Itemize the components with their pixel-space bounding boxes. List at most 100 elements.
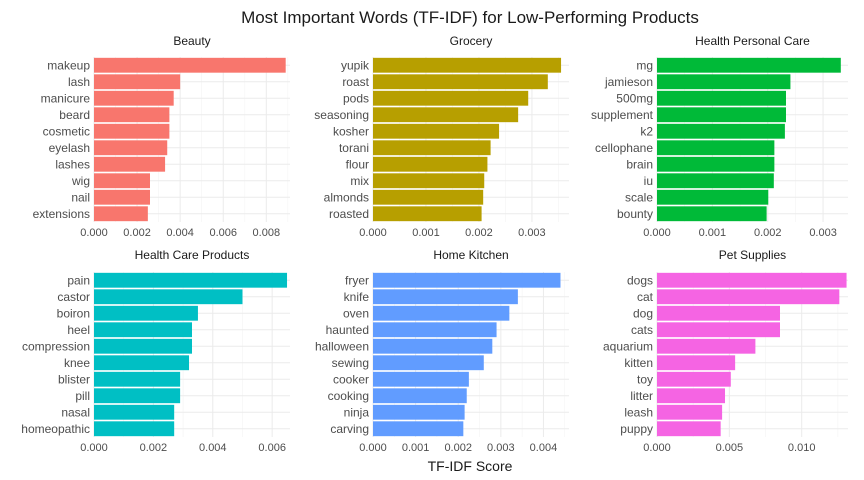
facet-panel: 0.000 0.005 0.010 Pet Supplies dogs cat dog cat… <box>603 248 848 454</box>
bar <box>373 74 548 90</box>
x-tick-label: 0.005 <box>716 442 744 454</box>
y-tick-label: litter <box>630 389 653 403</box>
bar <box>373 371 469 387</box>
y-tick-label: dog <box>633 306 653 320</box>
y-tick-label: iu <box>644 174 653 188</box>
bar <box>373 421 464 437</box>
x-tick-label: 0.008 <box>253 227 281 239</box>
bar <box>657 338 756 354</box>
bar <box>373 57 562 73</box>
y-tick-label: pill <box>75 389 90 403</box>
bar <box>657 90 786 106</box>
y-tick-label: oven <box>343 306 369 320</box>
y-tick-label: halloween <box>315 339 369 353</box>
bar <box>657 189 769 205</box>
y-tick-label: homeopathic <box>21 422 90 436</box>
y-tick-label: roast <box>342 75 369 89</box>
bar <box>94 74 181 90</box>
x-tick-label: 0.002 <box>754 227 782 239</box>
x-tick-label: 0.001 <box>412 227 440 239</box>
bar <box>657 322 780 338</box>
x-tick-label: 0.000 <box>359 227 387 239</box>
y-tick-label: eyelash <box>49 141 90 155</box>
bar <box>373 90 529 106</box>
x-tick-label: 0.010 <box>788 442 816 454</box>
bar <box>94 371 181 387</box>
x-tick-label: 0.004 <box>199 442 227 454</box>
bar <box>657 388 726 404</box>
y-tick-label: supplement <box>591 108 654 122</box>
bar <box>94 322 192 338</box>
bar <box>94 305 198 321</box>
x-tick-label: 0.003 <box>518 227 546 239</box>
bar <box>94 189 150 205</box>
y-tick-label: cooking <box>328 389 369 403</box>
y-tick-label: ninja <box>344 405 370 419</box>
facet-strip-label: Pet Supplies <box>719 248 786 262</box>
bar <box>94 173 150 189</box>
y-tick-label: seasoning <box>314 108 369 122</box>
x-tick-label: 0.000 <box>80 227 108 239</box>
bar <box>94 123 170 139</box>
bar <box>94 57 286 73</box>
facet-panels: 0.000 0.002 0.004 0.006 0.008 Beauty makeup las… <box>21 34 848 454</box>
y-tick-label: nasal <box>61 405 90 419</box>
bar <box>94 206 148 222</box>
y-tick-label: k2 <box>640 124 653 138</box>
y-tick-label: extensions <box>33 207 90 221</box>
y-tick-label: mg <box>636 58 653 72</box>
bar <box>94 156 166 172</box>
bar <box>94 107 170 123</box>
y-tick-label: kitten <box>624 356 653 370</box>
bar <box>657 173 774 189</box>
x-axis-label: TF-IDF Score <box>428 458 513 474</box>
bar <box>373 322 497 338</box>
y-tick-label: scale <box>625 190 653 204</box>
chart-title: Most Important Words (TF-IDF) for Low-Pe… <box>241 8 699 27</box>
y-tick-label: boiron <box>57 306 90 320</box>
x-tick-label: 0.002 <box>123 227 151 239</box>
bar <box>94 272 288 288</box>
y-tick-label: bounty <box>617 207 653 221</box>
bar <box>94 388 181 404</box>
y-tick-label: flour <box>346 157 369 171</box>
bar <box>657 421 721 437</box>
y-tick-label: manicure <box>41 91 91 105</box>
y-tick-label: beard <box>59 108 90 122</box>
x-tick-label: 0.004 <box>166 227 194 239</box>
bar <box>373 156 488 172</box>
facet-strip-label: Home Kitchen <box>433 248 508 262</box>
facet-strip-label: Beauty <box>173 34 210 48</box>
bar <box>94 338 192 354</box>
bar <box>657 371 731 387</box>
y-tick-label: haunted <box>326 323 369 337</box>
y-tick-label: cat <box>637 290 654 304</box>
y-tick-label: lashes <box>55 157 90 171</box>
facet-strip-label: Grocery <box>450 34 493 48</box>
y-tick-label: roasted <box>329 207 369 221</box>
facet-panel: 0.000 0.002 0.004 0.006 0.008 Beauty makeup las… <box>33 34 290 239</box>
bar <box>94 289 243 305</box>
y-tick-label: compression <box>22 339 90 353</box>
x-tick-label: 0.002 <box>140 442 168 454</box>
bar <box>657 289 840 305</box>
y-tick-label: toy <box>637 372 653 386</box>
bar <box>657 206 767 222</box>
y-tick-label: wig <box>71 174 90 188</box>
y-tick-label: leash <box>624 405 653 419</box>
facet-panel: 0.000 0.001 0.002 0.003 Grocery yupik roast pod… <box>314 34 569 239</box>
bar <box>373 289 518 305</box>
bar <box>657 156 775 172</box>
bar <box>373 404 465 420</box>
y-tick-label: pain <box>67 273 90 287</box>
facet-panel: 0.000 0.001 0.002 0.003 Health Personal Care… <box>591 34 848 239</box>
facet-panel: 0.000 0.001 0.002 0.003 0.004 Home Kitchen fry… <box>315 248 569 454</box>
x-tick-label: 0.000 <box>359 442 387 454</box>
x-tick-label: 0.000 <box>643 442 671 454</box>
bar <box>657 355 736 371</box>
y-tick-label: mix <box>350 174 369 188</box>
y-tick-label: cats <box>631 323 653 337</box>
facet-strip-label: Health Personal Care <box>695 34 810 48</box>
bar <box>373 140 491 156</box>
bar <box>373 189 484 205</box>
